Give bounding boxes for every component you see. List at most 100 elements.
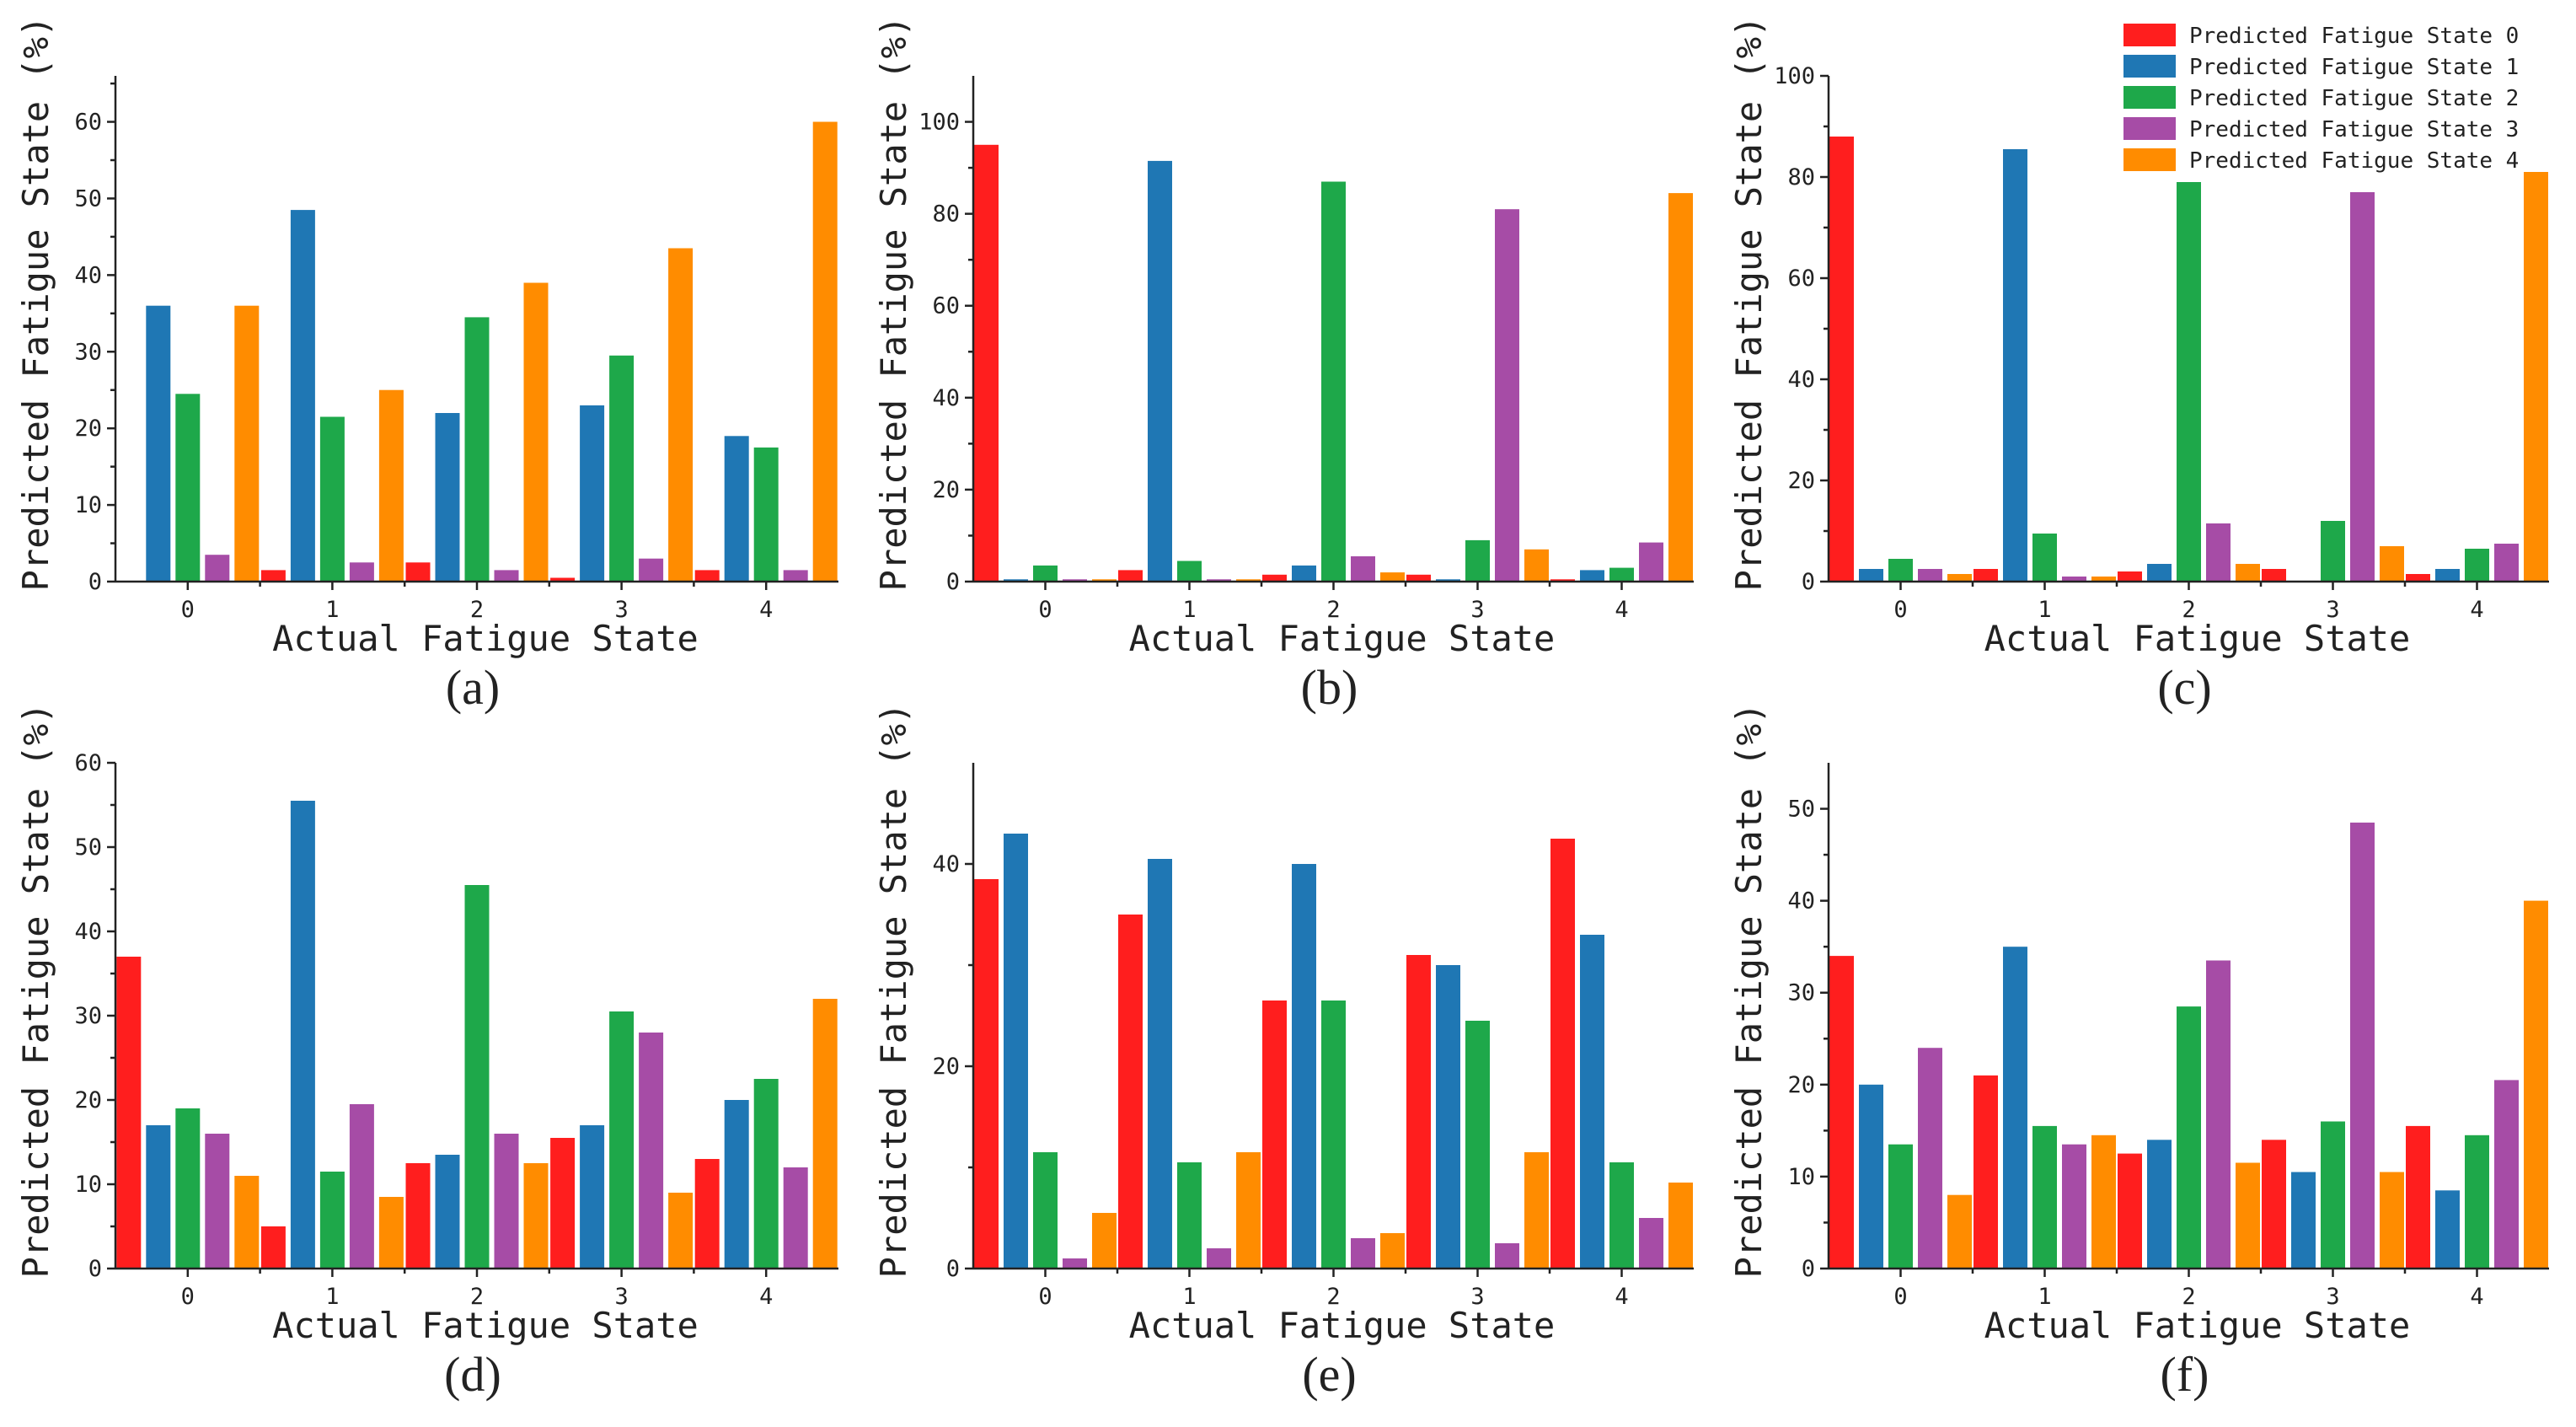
bar-p6-cat1-series2 bbox=[2032, 1125, 2057, 1269]
legend-label-4: Predicted Fatigue State 4 bbox=[2189, 148, 2519, 174]
bar-p2-cat3-series4 bbox=[1524, 549, 1549, 582]
x-tick-label: 1 bbox=[1182, 1284, 1196, 1310]
panel-label: (a) bbox=[446, 660, 500, 715]
bar-p2-cat0-series4 bbox=[1092, 579, 1117, 582]
bar-p3-cat3-series2 bbox=[2321, 521, 2345, 582]
x-tick-label: 4 bbox=[1615, 597, 1628, 623]
bar-p1-cat3-series0 bbox=[550, 577, 576, 582]
bar-p5-cat4-series1 bbox=[1580, 935, 1604, 1269]
x-tick-label: 3 bbox=[2326, 597, 2339, 623]
bar-p4-cat3-series4 bbox=[668, 1193, 694, 1269]
bar-p1-cat4-series4 bbox=[812, 121, 838, 582]
bar-p4-cat2-series1 bbox=[435, 1155, 460, 1269]
bar-p3-cat0-series3 bbox=[1918, 569, 1942, 582]
bar-p5-cat2-series2 bbox=[1321, 1001, 1346, 1269]
y-tick-label: 10 bbox=[74, 492, 102, 518]
y-tick-label: 20 bbox=[1787, 1072, 1815, 1098]
bar-p5-cat0-series3 bbox=[1063, 1258, 1087, 1269]
bar-p2-cat1-series0 bbox=[1118, 570, 1143, 582]
bar-p2-cat2-series3 bbox=[1351, 556, 1375, 582]
bar-p1-cat2-series4 bbox=[523, 282, 549, 582]
bar-p2-cat1-series2 bbox=[1177, 561, 1202, 582]
bar-p2-cat2-series0 bbox=[1262, 574, 1287, 582]
bar-p4-cat4-series0 bbox=[694, 1159, 720, 1269]
bar-p6-cat0-series2 bbox=[1888, 1144, 1913, 1269]
y-tick-label: 40 bbox=[74, 262, 102, 288]
bar-p3-cat1-series1 bbox=[2003, 149, 2027, 582]
bar-p2-cat4-series2 bbox=[1609, 567, 1634, 582]
x-tick-label: 2 bbox=[2182, 1284, 2195, 1310]
bar-p5-cat2-series0 bbox=[1262, 1001, 1287, 1269]
bar-p6-cat2-series3 bbox=[2206, 960, 2231, 1269]
bar-p1-cat1-series1 bbox=[290, 210, 315, 582]
bar-p6-cat4-series0 bbox=[2406, 1125, 2430, 1269]
bar-p5-cat3-series1 bbox=[1436, 965, 1460, 1269]
bar-p3-cat0-series2 bbox=[1888, 559, 1913, 582]
bar-p5-cat3-series3 bbox=[1495, 1243, 1519, 1269]
bar-p5-cat3-series2 bbox=[1465, 1021, 1490, 1269]
bar-p2-cat0-series3 bbox=[1063, 579, 1087, 582]
y-tick-label: 10 bbox=[1787, 1164, 1815, 1190]
y-tick-label: 20 bbox=[932, 477, 960, 503]
y-tick-label: 30 bbox=[1787, 980, 1815, 1006]
x-axis-title: Actual Fatigue State bbox=[272, 618, 699, 659]
chart-panel-2: 0 20 40 60 80 100 0 1 2 3 4 Actual Fatigue State Pre… bbox=[873, 16, 1694, 715]
x-tick-label: 4 bbox=[759, 597, 773, 623]
bar-p1-cat1-series3 bbox=[349, 562, 374, 582]
x-tick-label: 2 bbox=[1326, 597, 1340, 623]
y-tick-label: 20 bbox=[932, 1054, 960, 1080]
bar-p1-cat0-series2 bbox=[175, 394, 201, 582]
x-tick-label: 2 bbox=[470, 1284, 484, 1310]
bar-p5-cat4-series0 bbox=[1550, 839, 1575, 1269]
bar-p5-cat0-series0 bbox=[974, 879, 999, 1269]
bar-p2-cat3-series2 bbox=[1465, 539, 1490, 582]
y-tick-label: 20 bbox=[74, 1087, 102, 1113]
bar-p2-cat3-series1 bbox=[1436, 579, 1460, 582]
legend-label-3: Predicted Fatigue State 3 bbox=[2189, 117, 2519, 142]
bar-p5-cat1-series4 bbox=[1236, 1152, 1261, 1269]
x-tick-label: 4 bbox=[1615, 1284, 1628, 1310]
bar-p6-cat2-series0 bbox=[2118, 1153, 2142, 1269]
x-tick-label: 1 bbox=[325, 1284, 339, 1310]
chart-panel-5: 0 20 40 0 1 2 3 4 Actual Fatigue State Predicted … bbox=[873, 703, 1694, 1402]
y-tick-label: 50 bbox=[1787, 797, 1815, 823]
y-tick-label: 0 bbox=[946, 1256, 960, 1282]
bar-p2-cat4-series0 bbox=[1550, 579, 1575, 582]
bar-p5-cat0-series2 bbox=[1033, 1152, 1058, 1269]
bar-p6-cat1-series1 bbox=[2003, 947, 2027, 1269]
bar-p4-cat4-series3 bbox=[783, 1167, 808, 1269]
x-tick-label: 2 bbox=[470, 597, 484, 623]
bar-p4-cat1-series3 bbox=[349, 1104, 374, 1269]
y-tick-label: 40 bbox=[932, 851, 960, 877]
bar-p6-cat4-series3 bbox=[2494, 1080, 2519, 1269]
x-tick-label: 0 bbox=[1038, 1284, 1052, 1310]
bar-p6-cat1-series0 bbox=[1974, 1075, 1998, 1269]
y-tick-label: 80 bbox=[932, 201, 960, 228]
bar-p1-cat1-series4 bbox=[378, 389, 404, 582]
bar-p4-cat3-series2 bbox=[609, 1011, 635, 1269]
bar-p6-cat4-series1 bbox=[2435, 1190, 2460, 1269]
bar-p6-cat4-series4 bbox=[2524, 900, 2548, 1269]
y-tick-label: 80 bbox=[1787, 164, 1815, 190]
bar-p6-cat2-series4 bbox=[2236, 1162, 2260, 1269]
y-tick-label: 0 bbox=[946, 569, 960, 595]
bar-p3-cat4-series1 bbox=[2435, 569, 2460, 582]
bar-p4-cat1-series2 bbox=[319, 1172, 345, 1269]
bar-p2-cat0-series0 bbox=[974, 144, 999, 582]
bar-p1-cat3-series3 bbox=[639, 558, 664, 582]
bar-p4-cat1-series0 bbox=[260, 1226, 286, 1269]
bar-p1-cat1-series0 bbox=[260, 570, 286, 582]
x-axis-title: Actual Fatigue State bbox=[1129, 1305, 1556, 1346]
bar-p6-cat0-series4 bbox=[1947, 1194, 1972, 1269]
bar-p4-cat2-series4 bbox=[523, 1163, 549, 1269]
bar-p2-cat4-series4 bbox=[1668, 193, 1693, 582]
bar-p1-cat2-series3 bbox=[494, 570, 519, 582]
legend-swatch-3 bbox=[2123, 117, 2176, 140]
bar-p2-cat0-series2 bbox=[1033, 565, 1058, 582]
x-tick-label: 2 bbox=[2182, 597, 2195, 623]
y-axis-title: Predicted Fatigue State (%) bbox=[1728, 703, 1770, 1279]
legend-label-1: Predicted Fatigue State 1 bbox=[2189, 55, 2519, 80]
bar-p5-cat1-series0 bbox=[1118, 915, 1143, 1269]
bar-p3-cat2-series2 bbox=[2177, 182, 2201, 582]
